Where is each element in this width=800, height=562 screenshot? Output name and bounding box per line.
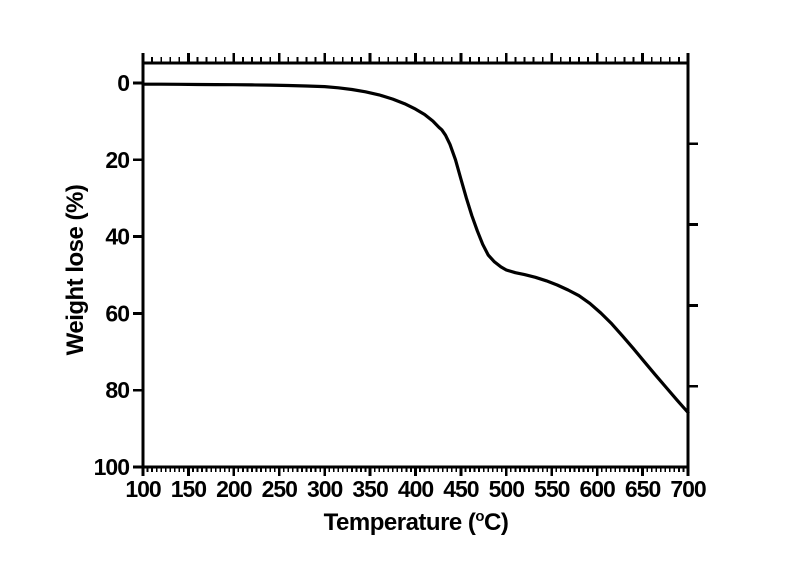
y-axis-title: Weight lose (%) (62, 184, 89, 356)
x-tick-label: 200 (216, 476, 252, 502)
x-tick-label: 350 (352, 476, 388, 502)
x-tick-label: 400 (398, 476, 434, 502)
x-tick-label: 700 (670, 476, 706, 502)
y-tick-label: 0 (117, 70, 129, 96)
x-tick-label: 600 (579, 476, 615, 502)
x-axis-title: Temperature (oC) (324, 509, 509, 537)
x-tick-label: 300 (307, 476, 343, 502)
x-axis-title-text: Temperature ( (323, 509, 476, 536)
x-tick-label: 100 (125, 476, 161, 502)
x-tick-label: 500 (489, 476, 525, 502)
x-tick-label: 550 (534, 476, 570, 502)
x-tick-label: 650 (625, 476, 661, 502)
x-tick-label: 450 (443, 476, 479, 502)
x-axis-title-unit: C) (484, 509, 509, 536)
y-tick-label: 100 (94, 454, 130, 480)
plot-frame (141, 61, 690, 469)
x-tick-label: 250 (262, 476, 298, 502)
degree-superscript: o (475, 509, 485, 525)
x-tick-label: 150 (171, 476, 207, 502)
y-tick-label: 20 (105, 147, 129, 173)
y-tick-label: 60 (105, 300, 129, 326)
y-tick-label: 80 (105, 377, 129, 403)
weight-loss-curve (141, 82, 690, 415)
y-tick-label: 40 (105, 224, 129, 250)
